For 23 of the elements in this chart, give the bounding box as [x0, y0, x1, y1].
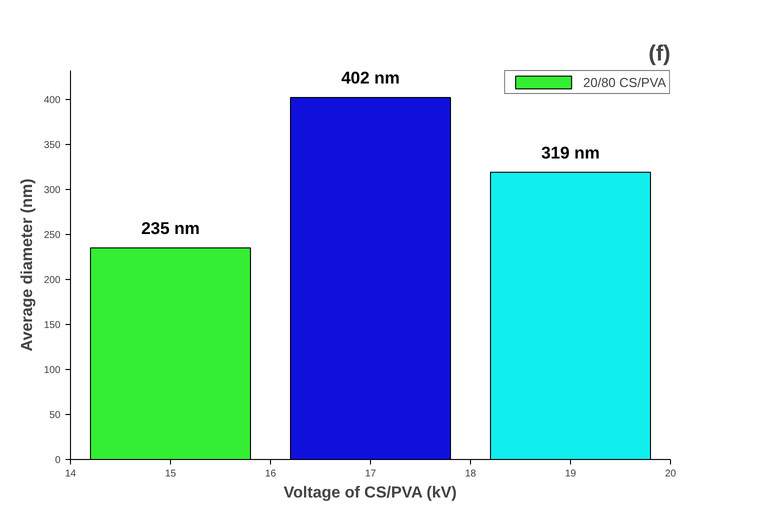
y-tick-label: 350 — [44, 140, 61, 151]
y-tick-label: 100 — [44, 364, 61, 376]
y-tick-label: 200 — [44, 274, 61, 286]
y-tick-label: 400 — [44, 94, 61, 106]
y-tick-label: 0 — [54, 455, 61, 466]
data-label: 402 nm — [341, 68, 400, 88]
y-axis-title: Average diameter (nm) — [18, 178, 36, 352]
x-axis-title: Voltage of CS/PVA (kV) — [284, 484, 457, 502]
y-tick-label: 150 — [44, 320, 61, 331]
x-tick-label: 16 — [264, 468, 276, 480]
y-tick-label: 300 — [44, 184, 61, 196]
legend-label: 20/80 CS/PVA — [583, 74, 666, 90]
x-tick-label: 17 — [364, 468, 376, 480]
x-tick-label: 20 — [664, 468, 676, 480]
y-tick-label: 250 — [44, 230, 61, 241]
data-label: 319 nm — [541, 143, 600, 162]
x-tick-label: 18 — [464, 468, 476, 480]
x-tick-label: 19 — [564, 468, 576, 480]
x-tick-label: 15 — [164, 468, 176, 480]
chart-title: (f) — [648, 40, 671, 66]
y-tick-label: 50 — [49, 410, 61, 421]
x-tick-label: 14 — [64, 468, 76, 480]
data-label: 235 nm — [141, 218, 200, 238]
